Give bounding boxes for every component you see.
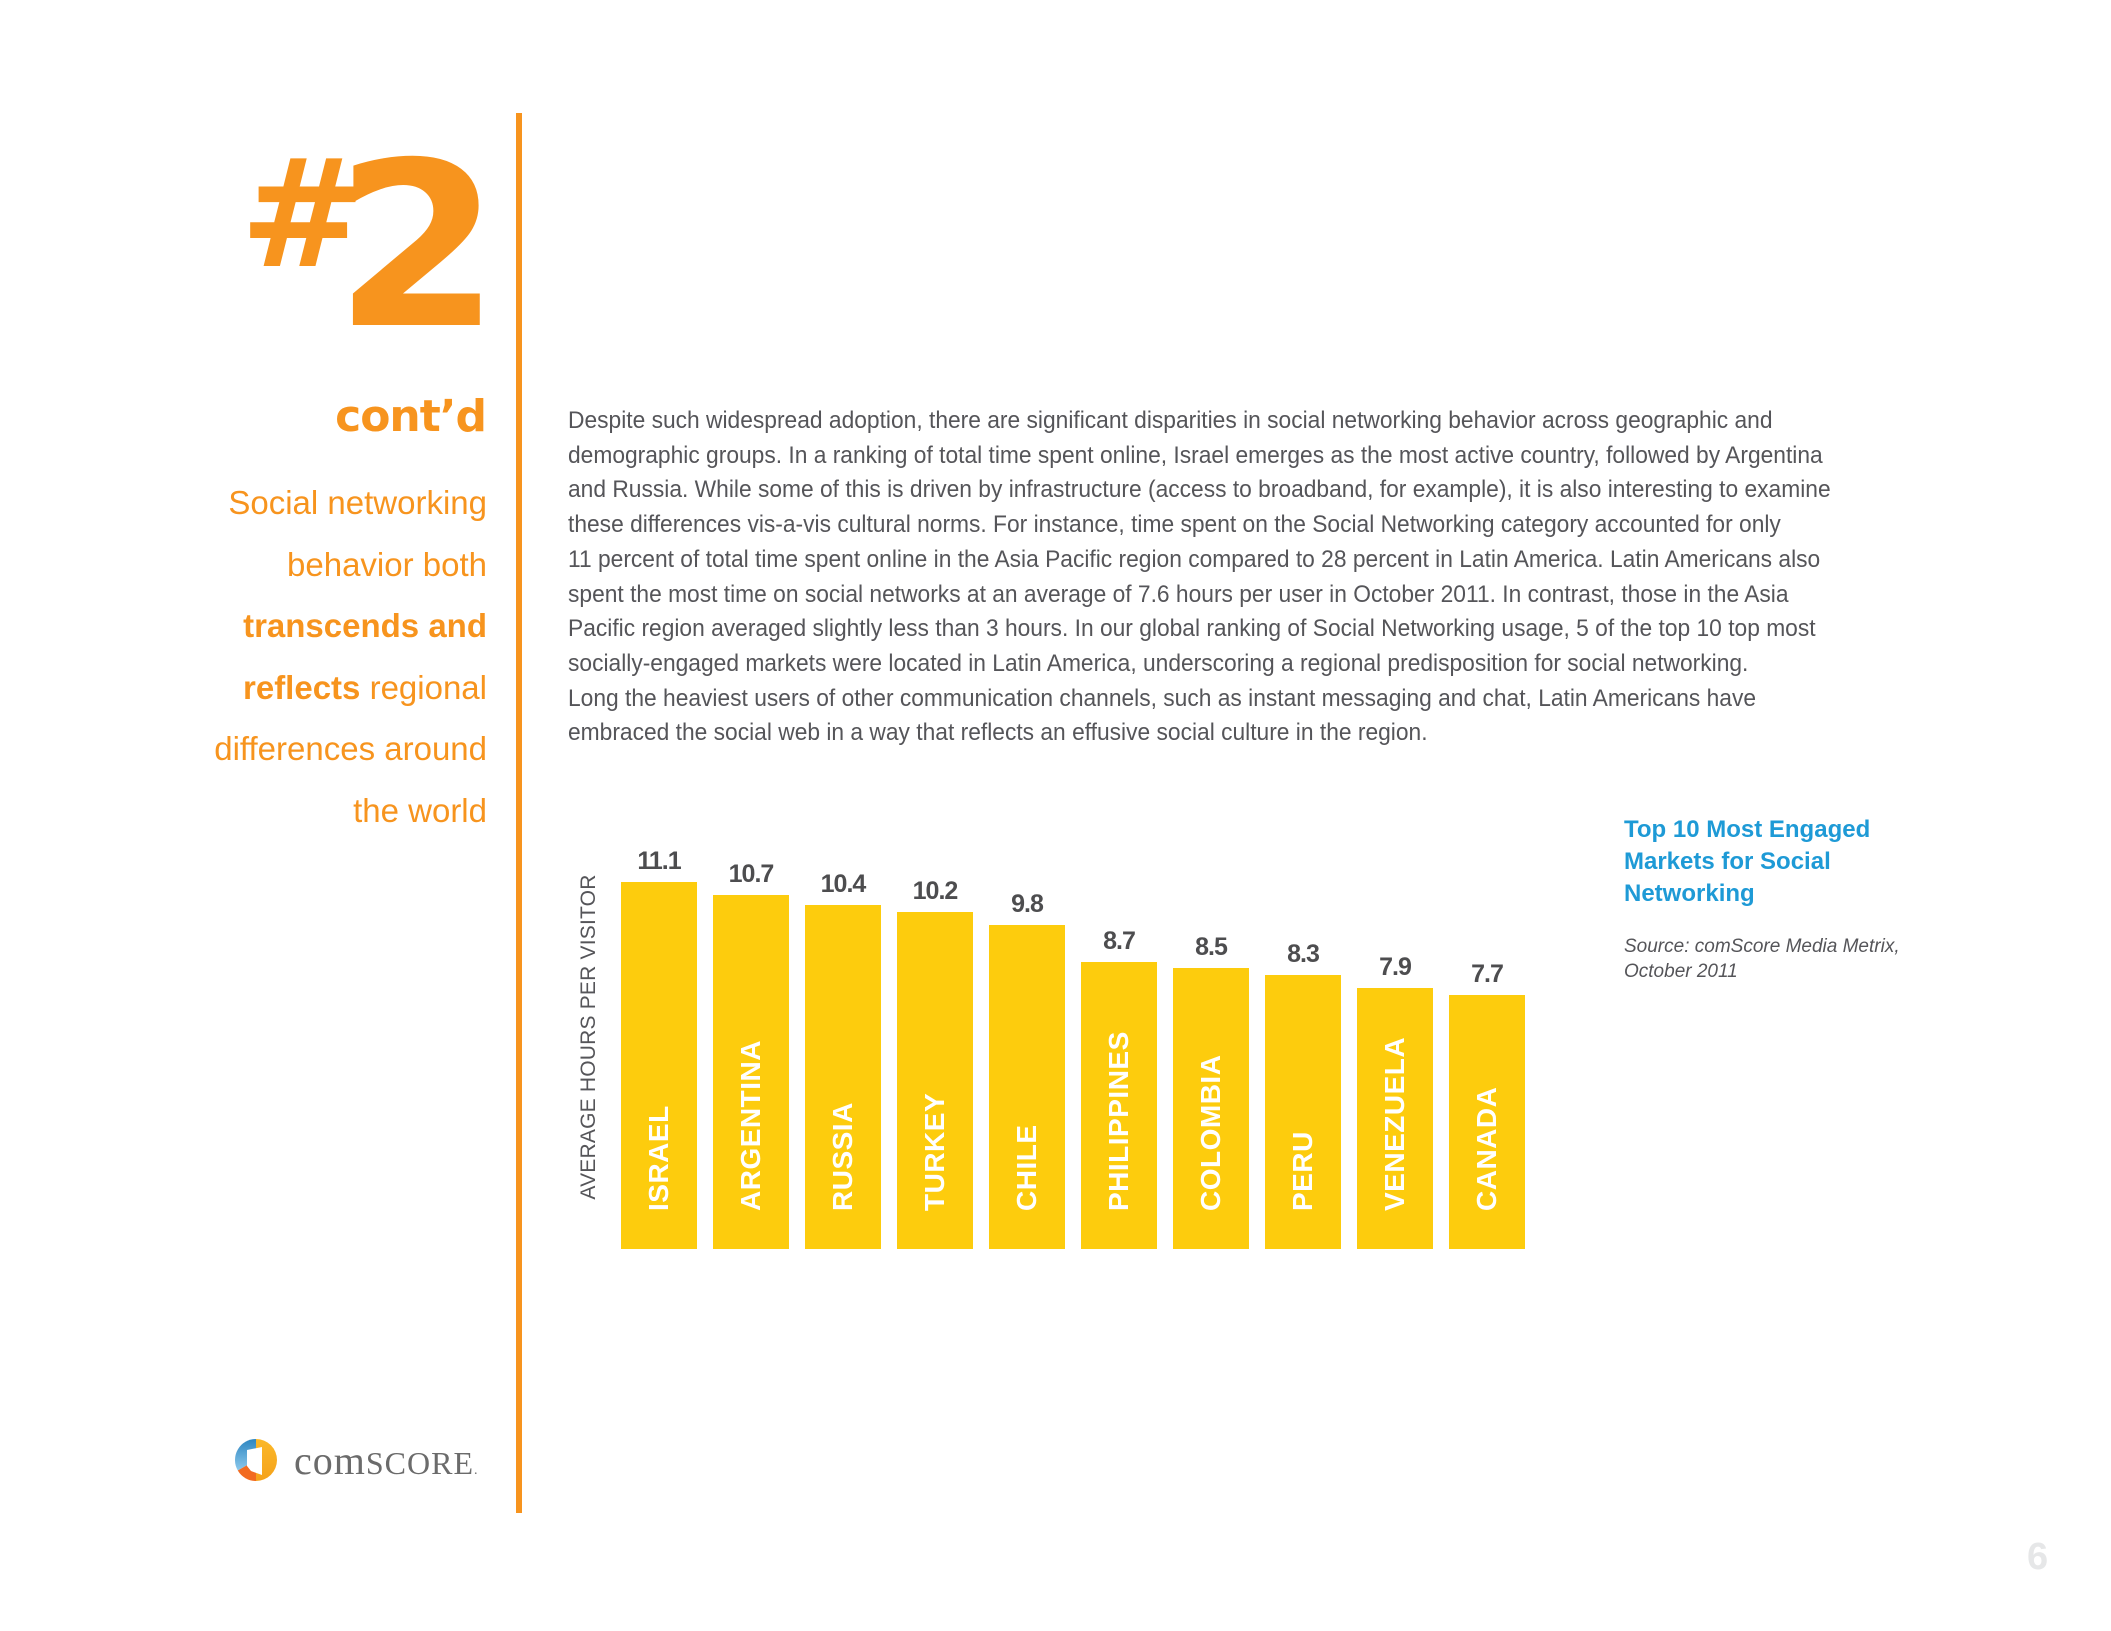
body-line: these differences vis-a-vis cultural nor… <box>568 511 1781 539</box>
bar-category-label: CANADA <box>1471 1086 1502 1211</box>
section-tagline: Social networking behavior both transcen… <box>167 472 487 841</box>
bar-value-label: 10.2 <box>912 877 959 905</box>
bar-category-label: RUSSIA <box>827 1102 858 1211</box>
bar-canada: CANADA <box>1449 995 1525 1249</box>
bar-value-label: 7.9 <box>1379 953 1412 981</box>
tagline-line: behavior both <box>287 545 487 583</box>
chart-title: Top 10 Most Engaged Markets for Social N… <box>1624 816 1871 907</box>
bar-value-label: 10.4 <box>820 870 867 898</box>
body-line: Long the heaviest users of other communi… <box>568 684 1757 712</box>
chart-legend: Top 10 Most Engaged Markets for Social N… <box>1624 814 1964 984</box>
bar-peru: PERU <box>1265 975 1341 1249</box>
tagline-line: transcends and <box>243 607 487 644</box>
tagline-line: the world <box>353 791 487 829</box>
bar-philippines: PHILIPPINES <box>1081 962 1157 1249</box>
bar-category-label: VENEZUELA <box>1379 1036 1410 1211</box>
bar-value-label: 11.1 <box>637 847 681 875</box>
bar-value-label: 9.8 <box>1011 890 1044 918</box>
chart-source: Source: comScore Media Metrix, October 2… <box>1624 936 1900 982</box>
body-line: Despite such widespread adoption, there … <box>568 407 1773 434</box>
section-number-value: 2 <box>334 113 501 379</box>
section-hash: # <box>240 128 366 302</box>
body-line: spent the most time on social networks a… <box>568 580 1789 608</box>
body-line: embraced the social web in a way that re… <box>568 719 1428 747</box>
bar-venezuela: VENEZUELA <box>1357 988 1433 1249</box>
section-number: # 2 <box>236 128 501 360</box>
body-line: 11 percent of total time spent online in… <box>568 545 1821 573</box>
page-number: 6 <box>2027 1536 2049 1578</box>
bar-category-label: TURKEY <box>919 1092 950 1211</box>
bar-category-label: ARGENTINA <box>735 1040 766 1211</box>
body-paragraph: Despite such widespread adoption, there … <box>568 404 1988 751</box>
bar-value-label: 7.7 <box>1471 960 1504 988</box>
bar-category-label: ISRAEL <box>643 1105 674 1211</box>
bar-colombia: COLOMBIA <box>1173 968 1249 1249</box>
tagline-line: reflects regional <box>243 668 487 706</box>
body-line: socially-engaged markets were located in… <box>568 649 1749 677</box>
bar-category-label: COLOMBIA <box>1195 1054 1226 1211</box>
bar-value-label: 8.5 <box>1195 933 1228 961</box>
bar-value-label: 8.3 <box>1287 940 1320 968</box>
bar-israel: ISRAEL <box>621 882 697 1249</box>
tagline-line: differences around <box>214 730 487 767</box>
bar-category-label: PHILIPPINES <box>1103 1031 1134 1211</box>
body-line: demographic groups. In a ranking of tota… <box>568 441 1823 469</box>
bar-category-label: PERU <box>1287 1131 1318 1211</box>
section-contd: cont’d <box>335 391 487 442</box>
bar-turkey: TURKEY <box>897 912 973 1249</box>
bar-category-label: CHILE <box>1011 1124 1042 1212</box>
comscore-logo-text: comSCORE. <box>294 1437 479 1483</box>
comscore-logo-icon <box>234 1439 277 1481</box>
comscore-logo: comSCORE. <box>234 1437 479 1483</box>
bar-russia: RUSSIA <box>805 905 881 1249</box>
bar-chile: CHILE <box>989 925 1065 1249</box>
vertical-divider <box>516 113 522 1513</box>
y-axis-label: AVERAGE HOURS PER VISITOR <box>577 874 600 1200</box>
bar-argentina: ARGENTINA <box>713 895 789 1249</box>
bar-value-label: 10.7 <box>728 860 775 888</box>
body-line: and Russia. While some of this is driven… <box>568 476 1831 504</box>
bar-value-label: 8.7 <box>1103 927 1136 955</box>
body-line: Pacific region averaged slightly less th… <box>568 615 1816 643</box>
tagline-line: Social networking <box>228 484 487 521</box>
